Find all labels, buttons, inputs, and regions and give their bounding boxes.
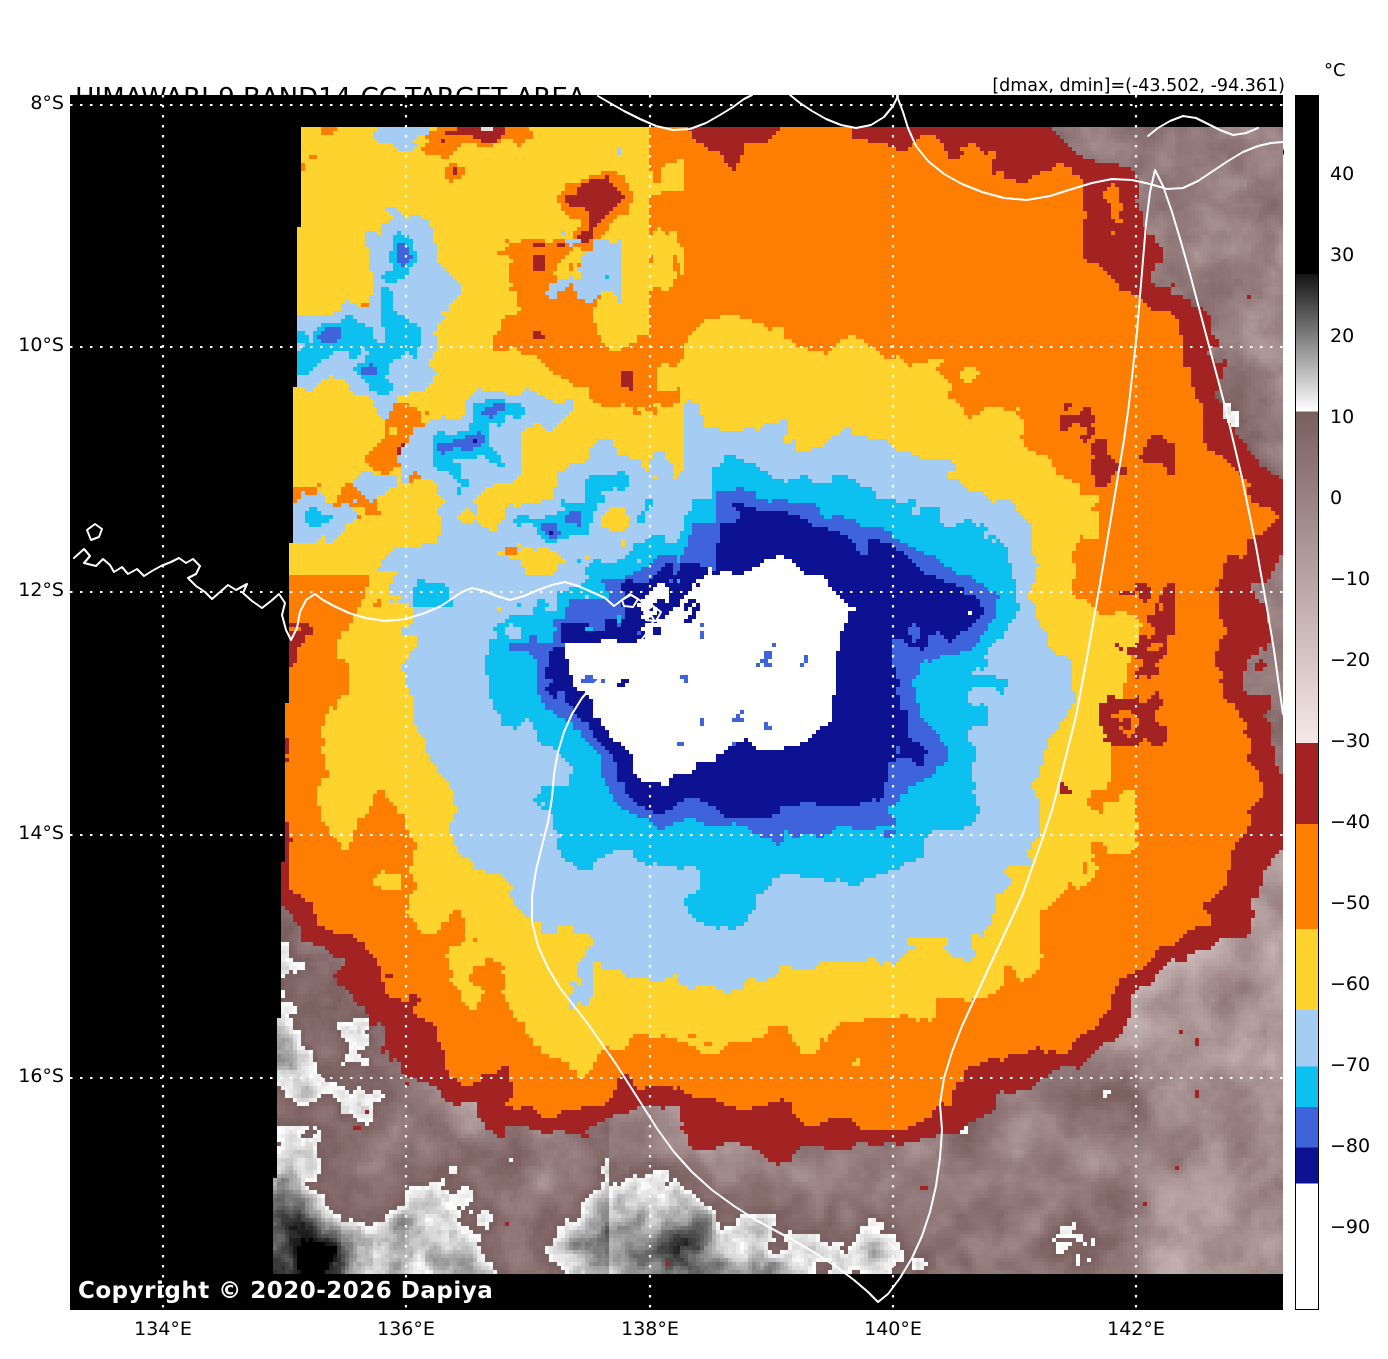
lat-tick-label: 8°S: [30, 92, 64, 114]
colorbar-tick-label: −30: [1330, 730, 1371, 752]
colorbar-tick-label: −70: [1330, 1054, 1371, 1076]
lon-tick-label: 142°E: [1107, 1318, 1165, 1340]
colorbar-tick-label: −40: [1330, 811, 1371, 833]
lon-tick-label: 136°E: [377, 1318, 435, 1340]
colorbar-tick-label: −50: [1330, 892, 1371, 914]
lon-tick-label: 140°E: [864, 1318, 922, 1340]
lat-tick-label: 14°S: [18, 822, 64, 844]
colorbar-tick-label: 40: [1330, 163, 1355, 185]
lon-tick-label: 138°E: [621, 1318, 679, 1340]
dmax-dmin-readout: [dmax, dmin]=(-43.502, -94.361): [992, 76, 1285, 96]
colorbar-tick-label: 10: [1330, 406, 1355, 428]
colorbar-tick-label: −20: [1330, 649, 1371, 671]
colorbar-tick-label: 30: [1330, 244, 1355, 266]
colorbar-tick-label: −90: [1330, 1216, 1371, 1238]
satellite-imagery-canvas: [70, 95, 1283, 1310]
lat-tick-label: 12°S: [18, 579, 64, 601]
colorbar-tick-label: 20: [1330, 325, 1355, 347]
temperature-colorbar: [1295, 95, 1319, 1310]
colorbar-tick-label: −60: [1330, 973, 1371, 995]
colorbar-tick-label: −80: [1330, 1135, 1371, 1157]
copyright-text: Copyright © 2020-2026 Dapiya: [78, 1278, 494, 1304]
colorbar-tick-label: 0: [1330, 487, 1343, 509]
colorbar-unit-label: °C: [1324, 60, 1346, 81]
colorbar-tick-label: −10: [1330, 568, 1371, 590]
map-plot-area: Copyright © 2020-2026 Dapiya: [70, 95, 1283, 1310]
lat-tick-label: 16°S: [18, 1065, 64, 1087]
lat-tick-label: 10°S: [18, 334, 64, 356]
lon-tick-label: 134°E: [134, 1318, 192, 1340]
